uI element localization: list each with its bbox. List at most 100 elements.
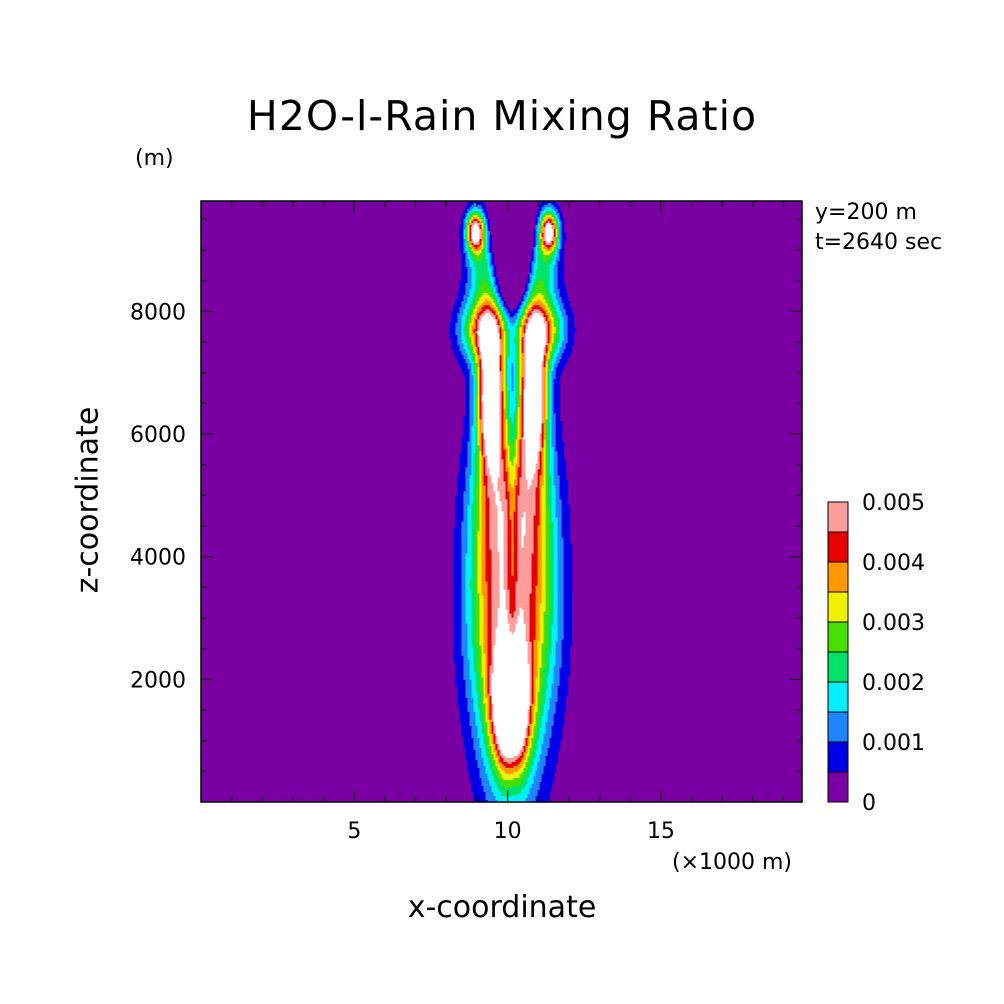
contour-cell (473, 421, 477, 424)
contour-cell (467, 237, 471, 240)
contour-cell (483, 241, 487, 244)
contour-cell (501, 355, 505, 358)
contour-cell (547, 367, 551, 370)
contour-cell (461, 527, 469, 531)
contour-cell (541, 569, 547, 573)
contour-cell (467, 525, 473, 529)
contour-cell (481, 435, 485, 438)
contour-cell (507, 473, 511, 477)
contour-cell (547, 391, 551, 394)
contour-cell (555, 435, 563, 438)
contour-cell (537, 283, 545, 286)
contour-cell (499, 369, 503, 372)
contour-cell (559, 233, 563, 236)
contour-cell (503, 363, 507, 366)
contour-cell (479, 379, 483, 382)
contour-cell (489, 499, 497, 503)
contour-cell (473, 225, 479, 228)
contour-cell (487, 249, 491, 252)
contour-cell (499, 585, 505, 589)
contour-cell (477, 555, 483, 559)
contour-cell (507, 349, 511, 352)
contour-cell (497, 507, 503, 511)
contour-cell (523, 429, 543, 432)
contour-cell (483, 481, 489, 485)
contour-cell (557, 553, 565, 557)
contour-cell (543, 281, 551, 284)
contour-cell (555, 503, 563, 507)
contour-cell (551, 409, 555, 412)
contour-cell (483, 257, 487, 260)
contour-cell (549, 267, 555, 270)
contour-cell (503, 429, 507, 432)
contour-cell (517, 553, 533, 557)
contour-cell (487, 585, 493, 589)
contour-cell (499, 355, 503, 358)
contour-cell (459, 239, 465, 242)
contour-cell (553, 547, 559, 551)
contour-cell (503, 413, 507, 416)
contour-cell (473, 493, 477, 497)
contour-cell (477, 385, 481, 388)
contour-cell (475, 363, 479, 366)
contour-cell (465, 479, 471, 483)
contour-cell (547, 501, 553, 505)
contour-cell (499, 343, 503, 346)
contour-cell (541, 563, 547, 567)
contour-cell (515, 375, 519, 378)
contour-cell (507, 583, 517, 587)
contour-cell (519, 309, 523, 312)
contour-cell (517, 403, 521, 406)
contour-cell (465, 339, 469, 342)
contour-cell (471, 215, 475, 218)
contour-cell (475, 369, 479, 372)
contour-cell (465, 361, 471, 364)
contour-cell (545, 301, 551, 304)
contour-cell (555, 211, 559, 214)
contour-cell (567, 341, 575, 344)
contour-cell (505, 457, 509, 461)
contour-cell (567, 333, 575, 336)
contour-cell (485, 567, 493, 571)
contour-cell (481, 569, 487, 573)
contour-cell (525, 347, 545, 350)
contour-cell (521, 363, 525, 366)
contour-cell (525, 297, 529, 300)
contour-cell (543, 285, 551, 288)
contour-cell (559, 351, 565, 354)
contour-cell (465, 319, 469, 322)
contour-cell (481, 365, 501, 368)
contour-cell (517, 417, 521, 420)
contour-cell (499, 393, 503, 396)
contour-cell (541, 447, 545, 451)
contour-cell (549, 557, 555, 561)
contour-cell (453, 587, 463, 591)
contour-cell (531, 303, 545, 306)
contour-cell (483, 389, 501, 392)
contour-cell (517, 467, 523, 471)
contour-cell (475, 509, 481, 513)
contour-cell (551, 343, 557, 346)
contour-cell (477, 395, 481, 398)
contour-cell (479, 219, 483, 222)
contour-cell (553, 265, 559, 268)
contour-cell (553, 561, 559, 565)
contour-cell (521, 395, 525, 398)
contour-cell (507, 341, 511, 344)
contour-cell (509, 401, 517, 404)
contour-cell (499, 553, 505, 557)
contour-cell (537, 459, 541, 463)
contour-cell (499, 557, 505, 561)
contour-cell (499, 561, 505, 565)
contour-cell (493, 273, 497, 276)
contour-cell (545, 347, 549, 350)
contour-cell (481, 487, 487, 491)
contour-cell (537, 267, 551, 270)
contour-cell (547, 375, 551, 378)
contour-cell (501, 445, 505, 449)
contour-cell (563, 581, 573, 585)
contour-cell (475, 441, 479, 444)
contour-cell (485, 543, 491, 547)
contour-cell (501, 403, 505, 406)
contour-cell (543, 455, 547, 459)
